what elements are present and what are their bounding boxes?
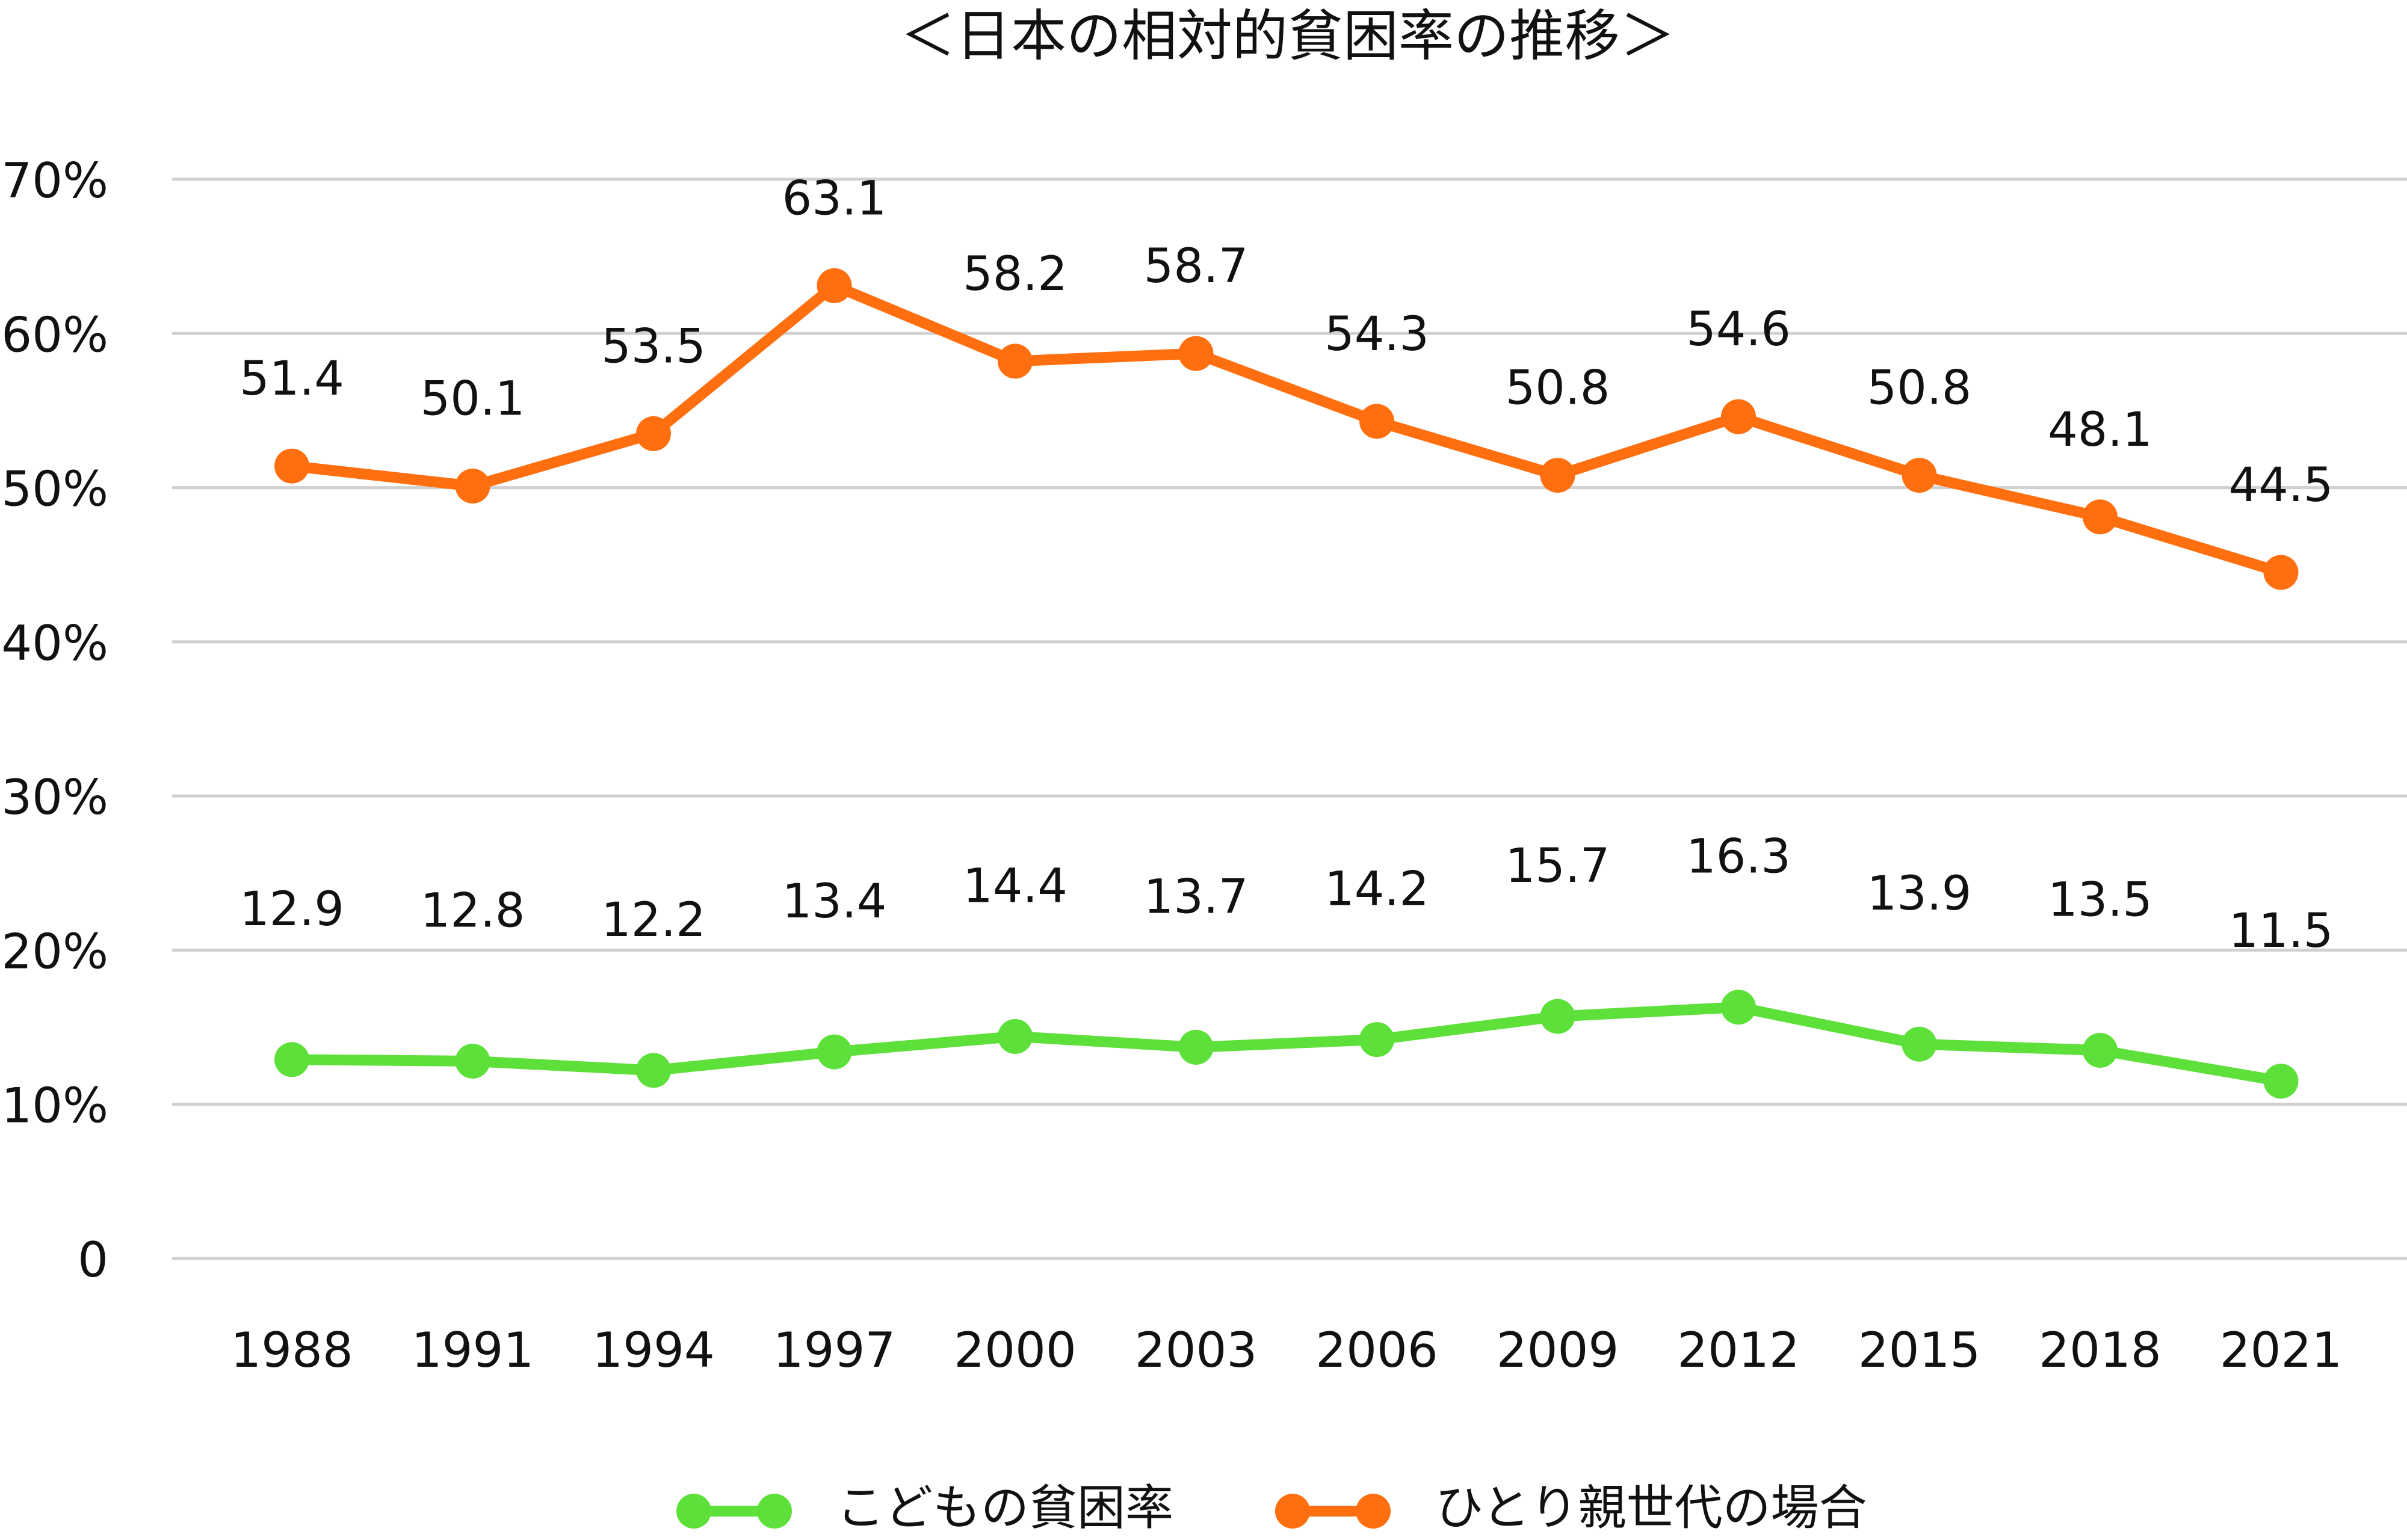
marker	[274, 448, 309, 484]
legend-marker	[757, 1494, 792, 1529]
y-tick-label: 0	[78, 1232, 108, 1288]
x-tick-label: 2003	[1135, 1322, 1258, 1378]
data-label: 50.1	[421, 372, 525, 426]
marker	[2263, 555, 2299, 590]
x-tick-label: 2009	[1497, 1322, 1619, 1378]
x-tick-label: 2018	[2039, 1322, 2161, 1378]
y-tick-label: 30%	[1, 769, 108, 825]
x-tick-label: 1994	[592, 1322, 715, 1378]
marker	[998, 1018, 1033, 1054]
x-tick-label: 2021	[2220, 1322, 2343, 1378]
marker	[998, 343, 1033, 379]
marker	[2083, 1033, 2118, 1068]
data-label: 48.1	[2048, 403, 2152, 457]
data-label: 11.5	[2229, 904, 2334, 958]
marker	[817, 268, 852, 303]
data-label: 51.4	[239, 352, 344, 406]
data-label: 53.5	[601, 319, 706, 374]
chart-title: ＜日本の相対的貧困率の推移＞	[900, 4, 1675, 68]
marker	[1178, 1029, 1214, 1065]
data-label: 14.2	[1324, 863, 1429, 917]
legend-marker	[676, 1494, 711, 1529]
y-tick-label: 20%	[1, 923, 108, 979]
marker	[1359, 404, 1394, 439]
data-label: 58.7	[1144, 239, 1249, 294]
data-label: 63.1	[782, 171, 887, 226]
x-tick-label: 1988	[230, 1322, 353, 1378]
x-tick-label: 2012	[1677, 1322, 1800, 1378]
data-label: 12.8	[421, 884, 525, 938]
marker	[1540, 458, 1575, 493]
marker	[274, 1042, 309, 1077]
data-label: 12.9	[239, 882, 344, 937]
legend-label: こどもの貧困率	[836, 1480, 1173, 1536]
data-label: 50.8	[1506, 362, 1610, 416]
data-label: 12.2	[601, 893, 706, 947]
x-tick-label: 2015	[1858, 1322, 1981, 1378]
y-tick-label: 40%	[1, 615, 108, 671]
data-label: 44.5	[2229, 458, 2334, 513]
legend-marker	[1275, 1494, 1310, 1529]
y-tick-label: 60%	[1, 307, 108, 363]
data-label: 50.8	[1867, 362, 1972, 416]
marker	[2263, 1064, 2299, 1099]
x-tick-label: 2000	[954, 1322, 1077, 1378]
y-tick-label: 10%	[1, 1078, 108, 1134]
marker	[636, 1053, 671, 1088]
marker	[636, 416, 671, 451]
y-tick-label: 70%	[1, 153, 108, 209]
series-line	[291, 1002, 2282, 1087]
x-tick-label: 1991	[412, 1322, 534, 1378]
marker	[1902, 1026, 1937, 1062]
data-label: 13.7	[1144, 870, 1249, 924]
data-label: 14.4	[963, 859, 1068, 913]
marker	[1178, 336, 1214, 371]
marker	[1359, 1022, 1394, 1058]
data-label: 54.3	[1324, 307, 1429, 362]
data-label: 13.4	[782, 875, 887, 929]
data-label: 16.3	[1686, 830, 1791, 884]
data-label: 54.6	[1686, 303, 1791, 357]
marker	[455, 469, 490, 504]
marker	[1902, 458, 1937, 493]
marker	[1721, 990, 1756, 1025]
marker	[1721, 399, 1756, 434]
data-label: 13.5	[2048, 873, 2152, 927]
data-label: 15.7	[1506, 839, 1610, 893]
data-label: 58.2	[963, 247, 1068, 301]
legend-label: ひとり親世代の場合	[1435, 1480, 1867, 1536]
series-line	[291, 280, 2283, 578]
y-tick-label: 50%	[1, 461, 108, 517]
x-tick-label: 2006	[1315, 1322, 1438, 1378]
legend-marker	[1356, 1494, 1391, 1529]
marker	[817, 1034, 852, 1070]
x-tick-label: 1997	[773, 1322, 896, 1378]
marker	[1540, 999, 1575, 1034]
marker	[2083, 499, 2118, 535]
data-label: 13.9	[1867, 867, 1972, 921]
marker	[455, 1043, 490, 1079]
